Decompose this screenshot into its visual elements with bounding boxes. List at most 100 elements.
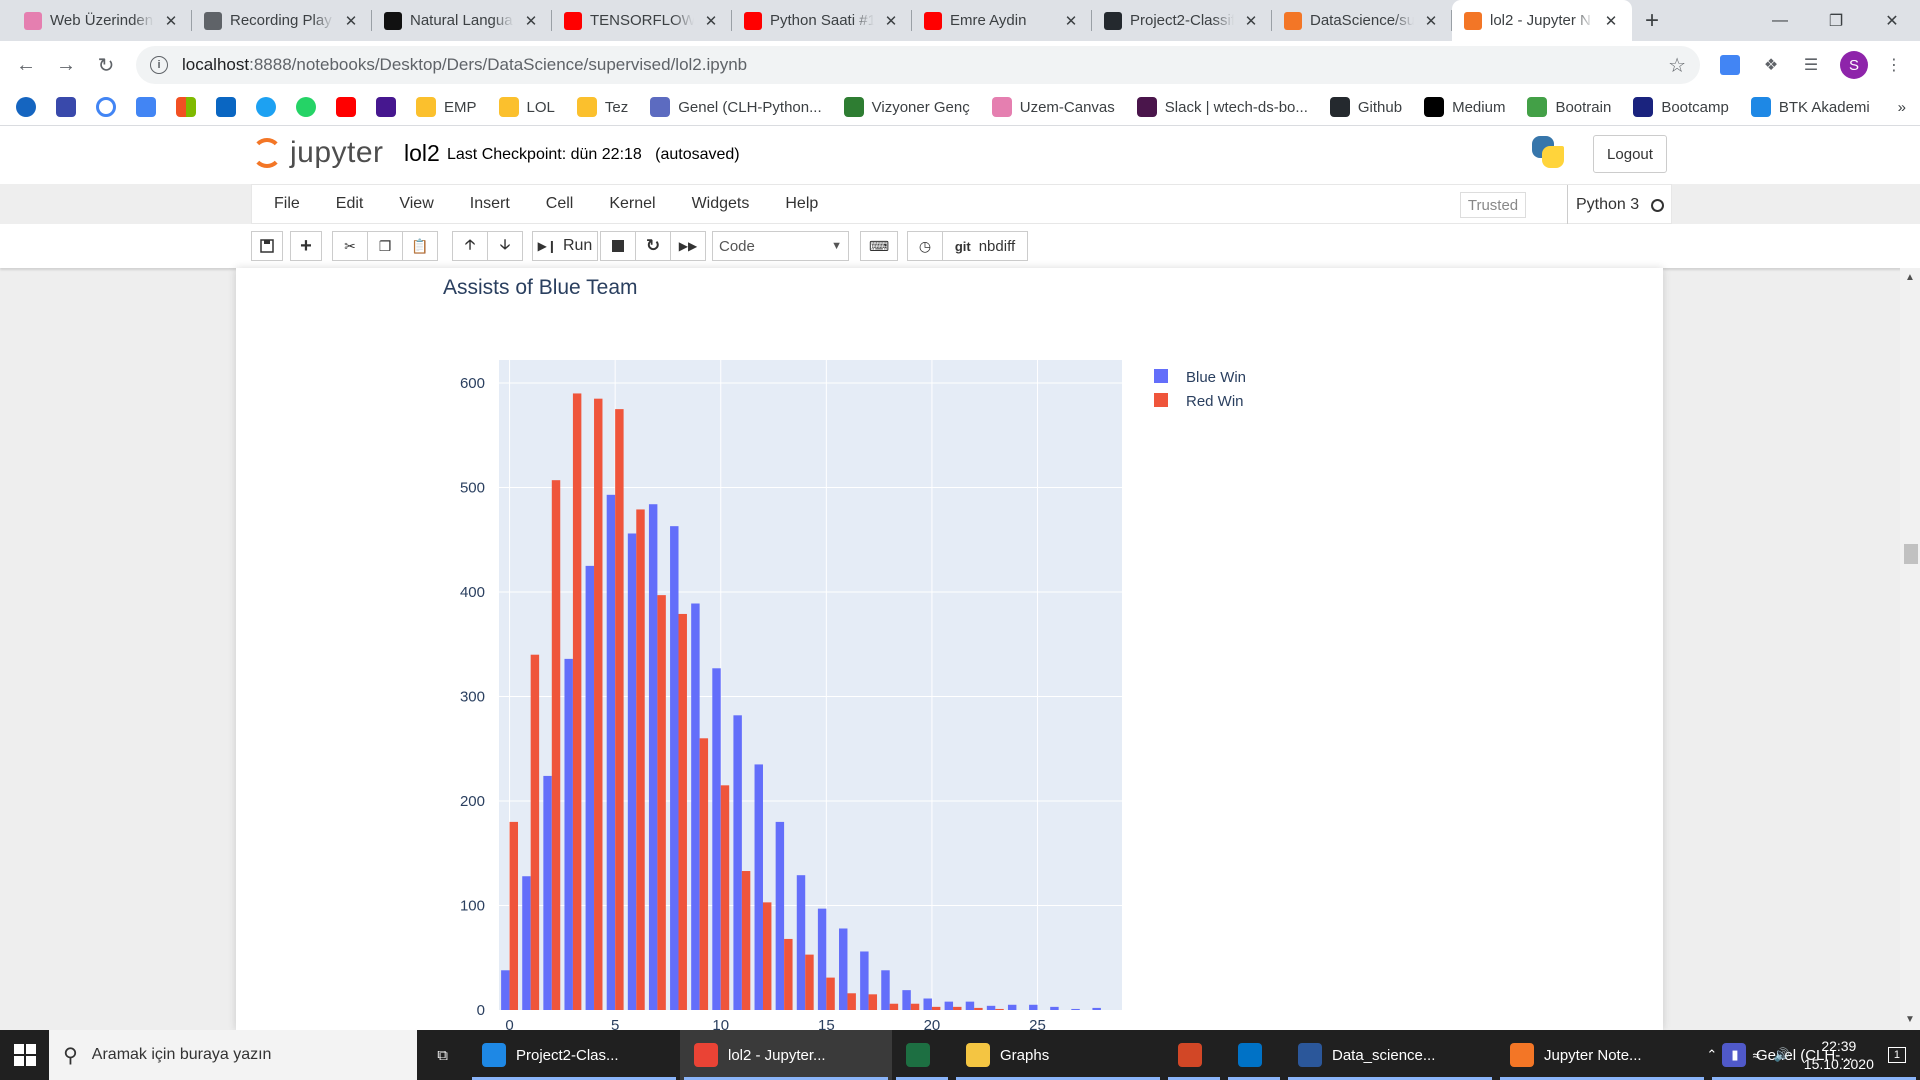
windows-start-icon[interactable] — [0, 1030, 49, 1080]
browser-menu-icon[interactable]: ⋮ — [1886, 57, 1902, 74]
trusted-indicator[interactable]: Trusted — [1460, 192, 1526, 218]
translate-extension-icon[interactable] — [1716, 51, 1744, 79]
menu-item-insert[interactable]: Insert — [469, 195, 510, 212]
bookmark-item[interactable]: Genel (CLH-Python... — [650, 97, 822, 117]
fast-forward-icon[interactable]: ▶▶ — [670, 231, 706, 261]
bookmark-item[interactable]: BTK Akademi — [1750, 97, 1870, 117]
battery-icon[interactable]: ▮ — [1731, 1047, 1739, 1062]
scroll-down-icon[interactable]: ▼ — [1905, 1014, 1915, 1025]
taskbar-app[interactable]: lol2 - Jupyter... — [680, 1030, 892, 1080]
extensions-puzzle-icon[interactable]: ❖ — [1763, 57, 1779, 74]
bookmark-item[interactable]: Vizyoner Genç — [843, 97, 970, 117]
media-queue-icon[interactable]: ☰ — [1803, 57, 1819, 74]
scrollbar-thumb[interactable] — [1904, 544, 1918, 564]
forward-icon[interactable]: → — [56, 53, 76, 76]
bookmark-item[interactable]: Github — [1329, 97, 1402, 117]
menu-item-cell[interactable]: Cell — [545, 195, 574, 212]
microsoft-icon[interactable] — [176, 97, 196, 117]
site-info-icon[interactable]: i — [150, 56, 168, 74]
translate-icon[interactable] — [136, 97, 156, 117]
nbdiff-button[interactable]: git nbdiff — [942, 231, 1028, 261]
close-tab-icon[interactable]: ✕ — [164, 12, 178, 30]
taskbar-app[interactable]: Project2-Clas... — [468, 1030, 680, 1080]
close-tab-icon[interactable]: ✕ — [1424, 12, 1438, 30]
menu-item-file[interactable]: File — [274, 195, 300, 212]
browser-tab[interactable]: TENSORFLOW ✕ — [552, 0, 732, 41]
taskbar-app[interactable]: Genel (CLH-... — [1708, 1030, 1920, 1080]
paste-icon[interactable]: 📋 — [402, 231, 438, 261]
taskbar-app[interactable] — [1224, 1030, 1284, 1080]
logout-button[interactable]: Logout — [1593, 135, 1667, 173]
interrupt-icon[interactable] — [600, 231, 636, 261]
restore-icon[interactable]: ❐ — [1828, 12, 1844, 30]
close-tab-icon[interactable]: ✕ — [1604, 12, 1618, 30]
menu-item-view[interactable]: View — [399, 195, 434, 212]
task-view-icon[interactable]: ⧉ — [437, 1046, 448, 1064]
bookmark-item[interactable]: LOL — [498, 97, 555, 117]
close-tab-icon[interactable]: ✕ — [704, 12, 718, 30]
page-scrollbar[interactable]: ▲ ▼ — [1900, 268, 1920, 1030]
bookmark-star-icon[interactable]: ☆ — [1668, 54, 1686, 77]
bookmark-overflow-icon[interactable]: » — [1897, 98, 1906, 116]
menu-item-help[interactable]: Help — [785, 195, 819, 212]
jupyter-logo[interactable]: jupyter — [252, 136, 384, 170]
close-tab-icon[interactable]: ✕ — [344, 12, 358, 30]
save-icon[interactable] — [251, 231, 283, 261]
bookmark-item[interactable]: EMP — [416, 97, 477, 117]
browser-tab[interactable]: Natural Langua ✕ — [372, 0, 552, 41]
whatsapp-icon[interactable] — [296, 97, 316, 117]
notebook-name[interactable]: lol2 — [404, 140, 440, 166]
taskbar-search-input[interactable]: ⚲ Aramak için buraya yazın — [49, 1030, 418, 1080]
close-tab-icon[interactable]: ✕ — [1064, 12, 1078, 30]
profile-avatar[interactable]: S — [1840, 51, 1868, 79]
history-icon[interactable]: ◷ — [907, 231, 943, 261]
browser-tab[interactable]: DataScience/su ✕ — [1272, 0, 1452, 41]
browser-tab[interactable]: Web Üzerinden ✕ — [12, 0, 192, 41]
restart-icon[interactable]: ↻ — [635, 231, 671, 261]
tray-chevron-up-icon[interactable]: ⌃ — [1706, 1047, 1718, 1062]
reload-icon[interactable]: ↻ — [97, 54, 115, 77]
browser-tab[interactable]: lol2 - Jupyter N ✕ — [1452, 0, 1632, 41]
google-icon[interactable] — [96, 97, 116, 117]
bookmark-item[interactable]: Uzem-Canvas — [991, 97, 1115, 117]
run-button[interactable]: ▶❙ Run — [532, 231, 598, 261]
menu-item-widgets[interactable]: Widgets — [691, 195, 750, 212]
bookmark-item[interactable]: Medium — [1424, 97, 1505, 117]
cut-icon[interactable]: ✂ — [332, 231, 368, 261]
cell-type-select[interactable]: Code ▼ — [712, 231, 849, 261]
close-tab-icon[interactable]: ✕ — [1244, 12, 1258, 30]
bookmark-item[interactable]: Tez — [576, 97, 628, 117]
taskbar-app[interactable] — [1164, 1030, 1224, 1080]
youtube-icon[interactable] — [336, 97, 356, 117]
bookmark-item[interactable]: Bootrain — [1527, 97, 1611, 117]
wifi-icon[interactable]: ≈ — [1752, 1047, 1760, 1063]
browser-tab[interactable]: Emre Aydin ✕ — [912, 0, 1092, 41]
menu-item-kernel[interactable]: Kernel — [609, 195, 656, 212]
taskbar-app[interactable] — [892, 1030, 952, 1080]
scroll-up-icon[interactable]: ▲ — [1905, 272, 1915, 283]
move-up-icon[interactable]: 🡡 — [452, 231, 488, 261]
twitter-icon[interactable] — [256, 97, 276, 117]
add-cell-icon[interactable]: + — [290, 231, 322, 261]
minimize-icon[interactable]: — — [1772, 11, 1788, 29]
bookmark-icon-1[interactable] — [16, 97, 36, 117]
kahoot-icon[interactable] — [376, 97, 396, 117]
close-window-icon[interactable]: ✕ — [1885, 12, 1899, 30]
kernel-indicator[interactable]: Python 3 — [1567, 185, 1665, 225]
bookmark-icon-2[interactable] — [56, 97, 76, 117]
browser-tab[interactable]: Recording Play ✕ — [192, 0, 372, 41]
url-input[interactable]: i localhost:8888/notebooks/Desktop/Ders/… — [136, 46, 1700, 84]
linkedin-icon[interactable] — [216, 97, 236, 117]
bookmark-item[interactable]: Slack | wtech-ds-bo... — [1136, 97, 1308, 117]
menu-item-edit[interactable]: Edit — [335, 195, 364, 212]
notifications-icon[interactable]: 1 — [1887, 1047, 1906, 1063]
taskbar-app[interactable]: Jupyter Note... — [1496, 1030, 1708, 1080]
taskbar-app[interactable]: Graphs — [952, 1030, 1164, 1080]
browser-tab[interactable]: Python Saati #1 ✕ — [732, 0, 912, 41]
bookmark-item[interactable]: Bootcamp — [1633, 97, 1729, 117]
close-tab-icon[interactable]: ✕ — [884, 12, 898, 30]
clock[interactable]: 22:39 15.10.2020 — [1804, 1037, 1874, 1073]
volume-icon[interactable]: 🔊 — [1773, 1047, 1790, 1062]
close-tab-icon[interactable]: ✕ — [524, 12, 538, 30]
move-down-icon[interactable]: 🡣 — [487, 231, 523, 261]
